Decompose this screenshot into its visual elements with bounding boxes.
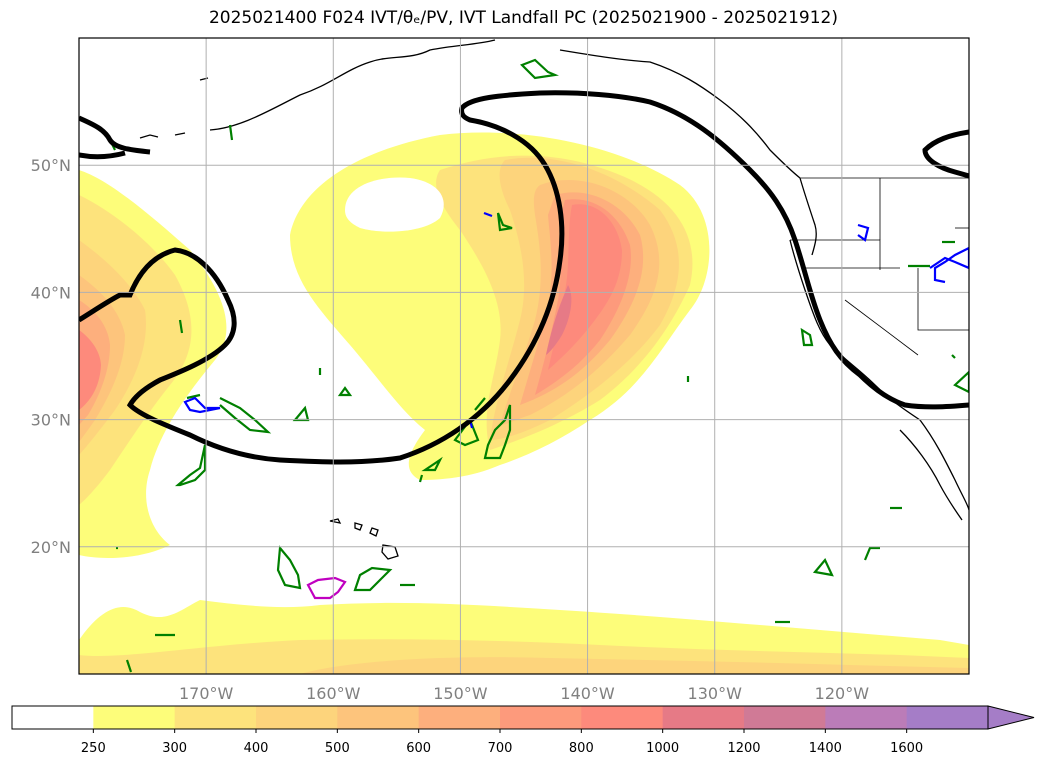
- colorbar-bin: [825, 706, 908, 729]
- pc-contour-west: [79, 90, 969, 465]
- lon-tick-label: 160°W: [306, 684, 361, 703]
- latitude-labels: 20°N 30°N 40°N 50°N: [31, 156, 71, 557]
- us-west-coast: [789, 239, 969, 511]
- pc-contour-nw: [79, 115, 151, 160]
- lat-tick-label: 30°N: [31, 411, 71, 430]
- lon-tick-label: 140°W: [560, 684, 615, 703]
- magenta-contours: [306, 576, 347, 600]
- colorbar-tick-label: 1600: [890, 741, 923, 756]
- aleutian-islands: [139, 77, 209, 139]
- ivt-fill-800: [548, 204, 622, 370]
- lon-tick-label: 130°W: [688, 684, 743, 703]
- state-borders: [790, 177, 969, 356]
- colorbar-tick-label: 600: [406, 741, 431, 756]
- colorbar-tick-label: 250: [81, 741, 106, 756]
- colorbar-tick-label: 800: [569, 741, 594, 756]
- colorbar-tick-label: 1000: [646, 741, 679, 756]
- lon-tick-label: 170°W: [179, 684, 234, 703]
- alaska-coast: [209, 39, 801, 179]
- colorbar-bin: [581, 706, 664, 729]
- map-area: [79, 38, 969, 674]
- ivt-fill-1000: [546, 285, 572, 355]
- hawaii-islands: [329, 518, 399, 560]
- colorbar-bin: [418, 706, 501, 729]
- gridlines: [79, 38, 969, 674]
- colorbar-bin: [744, 706, 826, 729]
- map-frame: [78, 37, 970, 675]
- colorbar-bin: [662, 706, 745, 729]
- colorbar-bin: [12, 706, 94, 729]
- ivt-filled-contours: [79, 132, 969, 674]
- baja-coast: [899, 429, 963, 521]
- colorbar-bin: [93, 706, 176, 729]
- landfall-pc-contours: [79, 90, 969, 465]
- colorbar-tick-label: 1400: [809, 741, 842, 756]
- colorbar-extend-arrow: [987, 705, 1035, 730]
- lat-tick-label: 40°N: [31, 283, 71, 302]
- colorbar-bin: [174, 706, 257, 729]
- lat-tick-label: 50°N: [31, 156, 71, 175]
- coastlines: [139, 39, 969, 560]
- colorbar-tick-label: 700: [488, 741, 513, 756]
- longitude-labels: 170°W 160°W 150°W 140°W 130°W 120°W: [179, 684, 869, 703]
- chart-title: 2025021400 F024 IVT/θₑ/PV, IVT Landfall …: [208, 8, 839, 28]
- ivt-fill-hole: [345, 177, 444, 232]
- lon-tick-label: 150°W: [433, 684, 488, 703]
- colorbar-tick-label: 1200: [727, 741, 760, 756]
- colorbar: 250 300 400 500 600 700 800 1000 1200 1400 1600: [11, 705, 1035, 756]
- colorbar-bin: [906, 706, 989, 729]
- lon-tick-label: 120°W: [815, 684, 870, 703]
- lat-tick-label: 20°N: [31, 538, 71, 557]
- colorbar-bin: [337, 706, 420, 729]
- colorbar-bin: [500, 706, 582, 729]
- colorbar-tick-label: 500: [325, 741, 350, 756]
- bc-coast: [799, 177, 817, 256]
- colorbar-tick-label: 300: [162, 741, 187, 756]
- colorbar-tick-label: 400: [244, 741, 269, 756]
- ivt-fill-800: [79, 330, 101, 410]
- ivt-fill-400: [300, 657, 969, 674]
- blue-contours: [183, 211, 969, 429]
- colorbar-bin: [256, 706, 338, 729]
- pc-contour-ne: [922, 129, 969, 179]
